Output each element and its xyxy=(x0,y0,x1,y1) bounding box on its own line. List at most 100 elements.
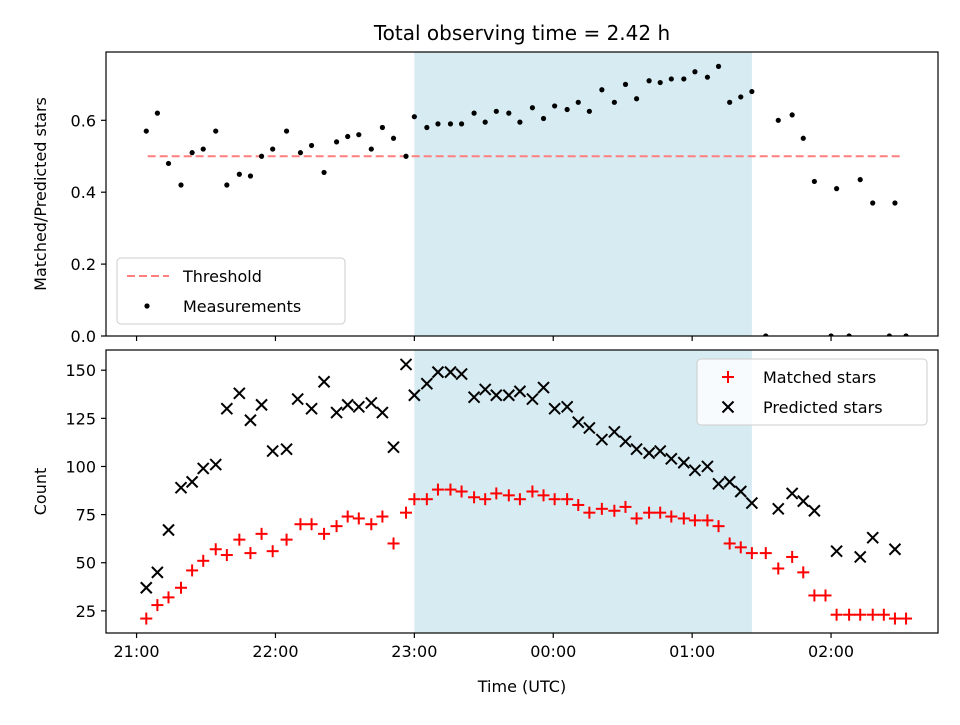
point-plus-11 xyxy=(266,545,279,558)
x-tick-label: 23:00 xyxy=(391,642,437,661)
point-plus-26 xyxy=(444,483,457,496)
point-dot-62 xyxy=(870,200,876,206)
point-x-24-b xyxy=(420,377,434,390)
point-x-7-b xyxy=(220,402,234,415)
point-plus-48 xyxy=(701,514,714,527)
y-tick-label: 150 xyxy=(65,361,96,380)
point-x-3-b xyxy=(174,481,188,494)
point-plus-28 xyxy=(468,491,481,504)
point-dot-8 xyxy=(236,171,242,177)
point-x-25-b xyxy=(431,365,445,379)
point-dot-1 xyxy=(154,110,160,116)
point-x-58-b xyxy=(854,550,867,564)
point-plus-40 xyxy=(608,504,621,517)
point-plus-37 xyxy=(572,498,585,511)
point-plus-5 xyxy=(197,554,210,567)
point-x-2-b xyxy=(162,523,175,537)
point-x-2 xyxy=(162,523,175,537)
point-plus-52 xyxy=(745,547,758,560)
point-x-12-b xyxy=(280,442,293,456)
point-plus-65 xyxy=(900,612,913,625)
point-x-46-b xyxy=(677,456,691,469)
point-x-54-b xyxy=(785,487,799,500)
point-x-24 xyxy=(420,377,434,390)
point-x-56 xyxy=(808,504,821,517)
point-x-41-b xyxy=(619,435,632,448)
point-x-34 xyxy=(537,381,550,394)
point-plus-61 xyxy=(854,608,867,621)
point-dot-27 xyxy=(458,121,465,127)
point-dot-15 xyxy=(321,169,327,176)
point-plus-51 xyxy=(734,541,747,554)
point-x-36-b xyxy=(560,400,574,413)
x-tick-label: 21:00 xyxy=(114,642,160,661)
point-dot-6 xyxy=(213,128,219,134)
point-dot-49 xyxy=(715,63,722,69)
point-x-49 xyxy=(712,477,725,491)
point-x-21 xyxy=(387,441,400,454)
point-plus-23 xyxy=(408,493,421,506)
point-dot-0 xyxy=(143,128,149,134)
point-dot-16 xyxy=(333,139,340,145)
point-x-32-b xyxy=(513,385,527,398)
point-plus-50 xyxy=(723,537,736,550)
point-plus-44 xyxy=(654,506,667,519)
point-x-6 xyxy=(209,458,222,471)
point-x-28 xyxy=(467,390,481,404)
point-dot-20 xyxy=(379,124,386,131)
point-x-55 xyxy=(797,494,810,508)
point-dot-41 xyxy=(622,81,629,87)
point-plus-18 xyxy=(352,512,365,525)
point-x-48 xyxy=(701,460,714,473)
point-plus-1 xyxy=(151,599,164,612)
point-x-14 xyxy=(305,402,318,415)
point-x-0 xyxy=(140,581,153,594)
x-tick-label: 01:00 xyxy=(669,642,715,661)
point-x-51 xyxy=(734,485,747,498)
point-plus-56 xyxy=(797,566,810,579)
point-dot-54 xyxy=(775,117,781,123)
point-x-57-b xyxy=(830,544,843,558)
point-x-19-b xyxy=(365,396,378,410)
point-dot-48 xyxy=(704,74,711,80)
point-x-37 xyxy=(572,415,585,429)
legend-measurements-swatch xyxy=(144,303,150,309)
point-plus-32 xyxy=(513,493,526,506)
axes-frame-0 xyxy=(105,51,939,337)
x-tick-label: 22:00 xyxy=(252,642,298,661)
point-x-44 xyxy=(653,444,667,458)
series-x-1 xyxy=(140,358,902,594)
point-dot-35 xyxy=(552,103,558,109)
point-x-56-b xyxy=(808,504,821,517)
point-plus-59 xyxy=(830,608,843,621)
point-x-46 xyxy=(677,456,691,469)
point-x-21-b xyxy=(387,441,400,454)
point-plus-20 xyxy=(376,510,389,523)
point-x-45 xyxy=(665,452,678,465)
y-tick-label: 0.4 xyxy=(71,183,96,202)
point-dot-13 xyxy=(297,150,304,156)
point-plus-30 xyxy=(490,487,503,500)
legend: Matched stars Predicted stars xyxy=(696,358,928,426)
point-dot-33 xyxy=(529,105,536,111)
chart-title: Total observing time = 2.42 h xyxy=(373,21,670,45)
point-x-60 xyxy=(888,543,902,556)
point-plus-45 xyxy=(665,510,678,523)
point-x-5 xyxy=(197,462,210,475)
point-plus-16 xyxy=(330,520,343,533)
point-x-36 xyxy=(560,400,574,413)
point-x-7 xyxy=(220,402,234,415)
y-tick-label: 0.0 xyxy=(71,327,96,346)
point-x-20-b xyxy=(376,406,389,419)
point-dot-3 xyxy=(178,182,184,188)
point-dot-55 xyxy=(789,112,795,118)
point-x-22 xyxy=(399,358,413,371)
plot-area-0 xyxy=(143,52,909,336)
point-x-52 xyxy=(745,496,759,510)
point-x-57 xyxy=(830,544,843,558)
series-dot-0 xyxy=(143,63,909,336)
point-dot-65 xyxy=(903,333,909,336)
point-x-35-b xyxy=(548,402,561,415)
point-plus-58 xyxy=(819,589,832,602)
point-plus-63 xyxy=(877,608,890,621)
